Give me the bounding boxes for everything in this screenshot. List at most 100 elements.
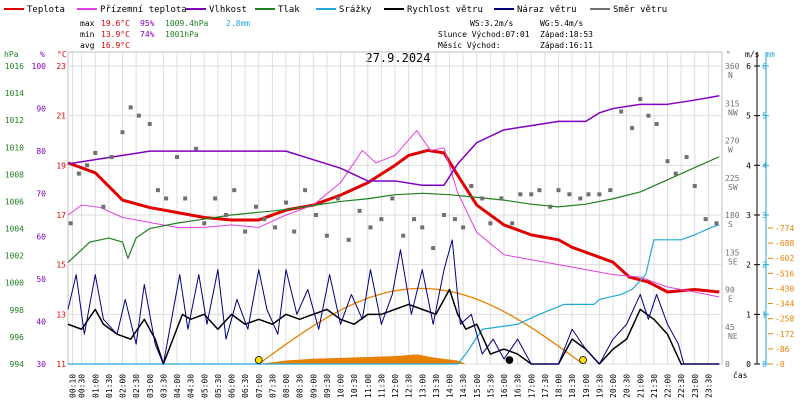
tick-wind: 5 bbox=[746, 112, 751, 121]
tick-rain: 1 bbox=[762, 310, 767, 319]
x-tick-label: 13:00 bbox=[418, 374, 427, 398]
wind-direction-dot bbox=[518, 192, 523, 197]
series-line-1 bbox=[67, 130, 720, 298]
x-tick-label: 00:30 bbox=[78, 374, 87, 398]
x-tick-label: 16:00 bbox=[500, 374, 509, 398]
tick-temperature: 19 bbox=[56, 161, 66, 170]
tick-temperature: 17 bbox=[56, 211, 66, 220]
tick-direction-compass: SW bbox=[728, 183, 738, 192]
x-tick-label: 00:10 bbox=[69, 374, 78, 398]
wind-direction-dot bbox=[357, 208, 362, 213]
legend-label: Srážky bbox=[339, 5, 372, 15]
x-tick-label: 09:30 bbox=[323, 374, 332, 398]
x-tick-label: 22:00 bbox=[664, 374, 673, 398]
stat-moon-set: Západ:16:11 bbox=[540, 41, 593, 50]
wind-direction-dot bbox=[76, 171, 81, 176]
tick-solar: -602 bbox=[775, 254, 794, 263]
legend-item-tlak: Tlak bbox=[255, 5, 300, 15]
x-tick-label: 09:00 bbox=[309, 374, 318, 398]
tick-solar: -86 bbox=[775, 345, 790, 354]
grid bbox=[68, 52, 722, 365]
legend-label: Tlak bbox=[278, 5, 300, 15]
x-tick-label: 13:30 bbox=[432, 374, 441, 398]
wind-direction-dot bbox=[673, 171, 678, 176]
x-tick-label: 14:00 bbox=[446, 374, 455, 398]
wind-direction-dot bbox=[194, 146, 199, 151]
tick-solar: -0 bbox=[775, 360, 785, 369]
stat-min-press: 1001hPa bbox=[165, 30, 199, 39]
wind-direction-dot bbox=[646, 113, 651, 118]
tick-pressure: 1016 bbox=[5, 62, 24, 71]
wind-direction-dot bbox=[420, 225, 425, 230]
tick-solar: -172 bbox=[775, 330, 794, 339]
wind-direction-dot bbox=[254, 204, 259, 209]
tick-pressure: 1008 bbox=[5, 170, 24, 179]
wind-direction-dot bbox=[313, 213, 318, 217]
series-line-6 bbox=[67, 239, 720, 365]
stat-min-temp: 13.9°C bbox=[101, 30, 130, 39]
tick-humidity: 100 bbox=[32, 62, 47, 71]
wind-direction-dot bbox=[529, 192, 534, 197]
wind-direction-dot bbox=[128, 105, 133, 110]
wind-direction-dot bbox=[85, 163, 90, 168]
wind-direction-dot bbox=[567, 192, 572, 197]
wind-direction-dot bbox=[684, 155, 689, 160]
x-axis: 00:10 00:30 01:00 01:30 02:00 02:30 03:00 03:30… bbox=[69, 374, 714, 398]
tick-pressure: 994 bbox=[10, 360, 25, 369]
tick-pressure: 1010 bbox=[5, 143, 24, 152]
stat-sun-set: Západ:18:53 bbox=[540, 30, 593, 39]
x-tick-label: 06:00 bbox=[228, 374, 237, 398]
stats-block: max 19.6°C 95% 1009.4hPa 2.8mm min 13.9°… bbox=[80, 19, 593, 50]
tick-humidity: 60 bbox=[36, 232, 46, 241]
axes-left: 994 996 998 1000 1002 1004 1006 1008 1010 1012 101… bbox=[5, 62, 66, 369]
wind-direction-dot bbox=[578, 196, 583, 201]
wind-direction-dot bbox=[665, 159, 670, 164]
legend-item-teplota: Teplota bbox=[4, 5, 65, 15]
solar-fill bbox=[258, 354, 466, 364]
unit-deg: ° bbox=[726, 50, 731, 59]
wind-direction-dot bbox=[368, 225, 373, 230]
wind-direction-dot bbox=[703, 217, 708, 222]
wind-direction-dot bbox=[499, 196, 504, 201]
stat-max-hum: 95% bbox=[140, 19, 155, 28]
x-tick-label: 21:30 bbox=[650, 374, 659, 398]
wind-direction-dot bbox=[155, 188, 160, 193]
wind-direction-dot bbox=[630, 126, 635, 131]
legend-label: Přízemní teplota bbox=[100, 5, 187, 15]
wind-direction-dot bbox=[213, 196, 218, 201]
x-tick-label: 03:30 bbox=[159, 374, 168, 398]
unit-ms: m/s bbox=[745, 50, 760, 59]
tick-humidity: 90 bbox=[36, 105, 46, 114]
legend-item-prizemni-teplota: Přízemní teplota bbox=[77, 5, 187, 15]
tick-humidity: 40 bbox=[36, 317, 46, 326]
x-tick-label: 08:30 bbox=[296, 374, 305, 398]
tick-direction-compass: NW bbox=[728, 108, 738, 117]
tick-pressure: 1004 bbox=[5, 225, 24, 234]
x-tick-label: 18:00 bbox=[555, 374, 564, 398]
tick-direction-compass: NE bbox=[728, 332, 738, 341]
tick-direction: 90 bbox=[725, 286, 735, 295]
wind-direction-dot bbox=[202, 221, 207, 226]
wind-direction-dot bbox=[654, 121, 659, 126]
series-line-0 bbox=[67, 148, 720, 294]
wind-direction-dot bbox=[93, 150, 98, 155]
tick-solar: -774 bbox=[775, 224, 794, 233]
unit-hpa: hPa bbox=[4, 50, 19, 59]
tick-direction-compass: S bbox=[728, 220, 733, 229]
unit-headers: hPa % °C ° m/s mm čas bbox=[4, 50, 775, 380]
wind-direction-dot bbox=[390, 196, 395, 201]
x-tick-label: 02:00 bbox=[119, 374, 128, 398]
x-tick-label: 15:00 bbox=[473, 374, 482, 398]
x-tick-label: 22:30 bbox=[677, 374, 686, 398]
tick-rain: 5 bbox=[762, 112, 767, 121]
wind-direction-dot bbox=[292, 229, 297, 234]
legend-item-smer-vetru: Směr větru bbox=[590, 5, 667, 15]
x-tick-label: 10:30 bbox=[350, 374, 359, 398]
tick-wind: 1 bbox=[746, 310, 751, 319]
wind-direction-dot bbox=[284, 200, 288, 205]
tick-solar: -344 bbox=[775, 300, 794, 309]
tick-humidity: 70 bbox=[36, 190, 46, 199]
series-line-2 bbox=[67, 95, 720, 186]
x-tick-label: 07:00 bbox=[255, 374, 264, 398]
stat-max-temp: 19.6°C bbox=[101, 19, 130, 28]
